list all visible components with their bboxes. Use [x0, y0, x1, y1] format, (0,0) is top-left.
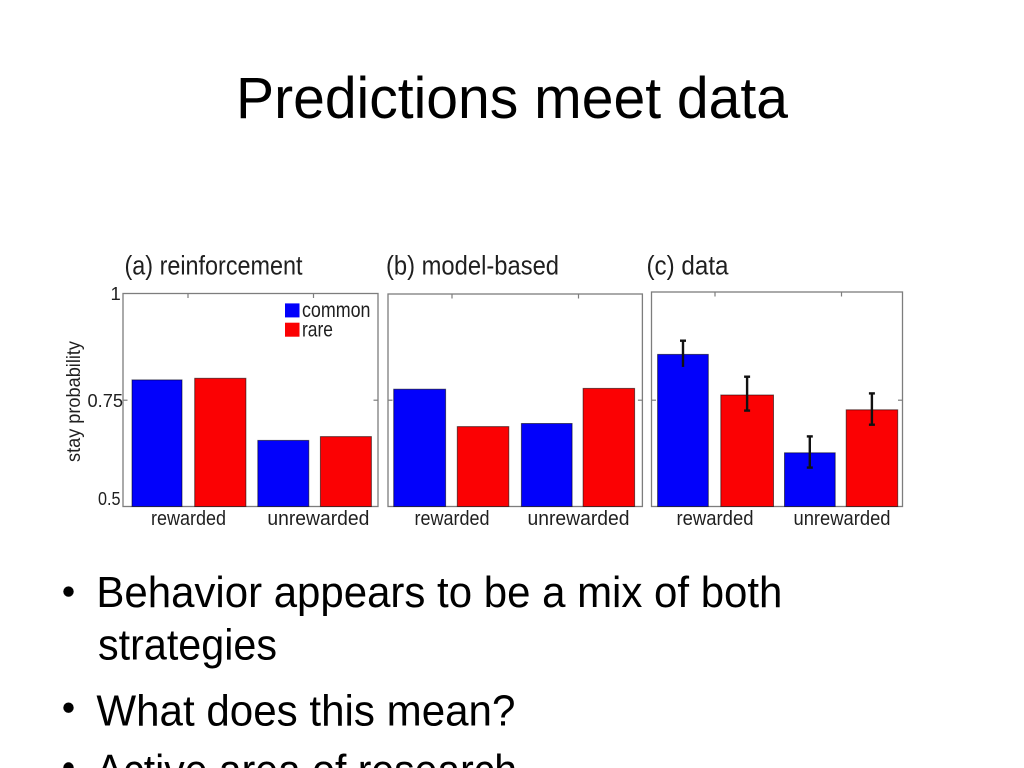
svg-text:Behavior appears to be a mix o: Behavior appears to be a mix of both [96, 568, 782, 617]
svg-text:common: common [302, 299, 371, 322]
svg-text:1: 1 [111, 283, 121, 304]
svg-text:unrewarded: unrewarded [267, 507, 369, 530]
svg-text:(c) data: (c) data [647, 251, 730, 281]
svg-text:What does this mean?: What does this mean? [96, 687, 515, 736]
svg-text:strategies: strategies [98, 621, 277, 670]
svg-text:unrewarded: unrewarded [528, 507, 630, 530]
svg-text:rewarded: rewarded [677, 507, 754, 530]
svg-text:(a) reinforcement: (a) reinforcement [125, 251, 303, 281]
svg-text:rewarded: rewarded [151, 507, 226, 530]
svg-text:Predictions meet data: Predictions meet data [236, 66, 789, 131]
svg-text:0.75: 0.75 [88, 390, 124, 411]
svg-text:rare: rare [302, 319, 333, 342]
svg-text:0.5: 0.5 [98, 488, 121, 509]
svg-text:Active area of research: Active area of research [96, 746, 517, 768]
svg-text:stay probability: stay probability [63, 341, 85, 462]
svg-text:(b) model-based: (b) model-based [386, 251, 559, 281]
svg-text:unrewarded: unrewarded [794, 507, 891, 530]
svg-text:rewarded: rewarded [415, 507, 490, 530]
